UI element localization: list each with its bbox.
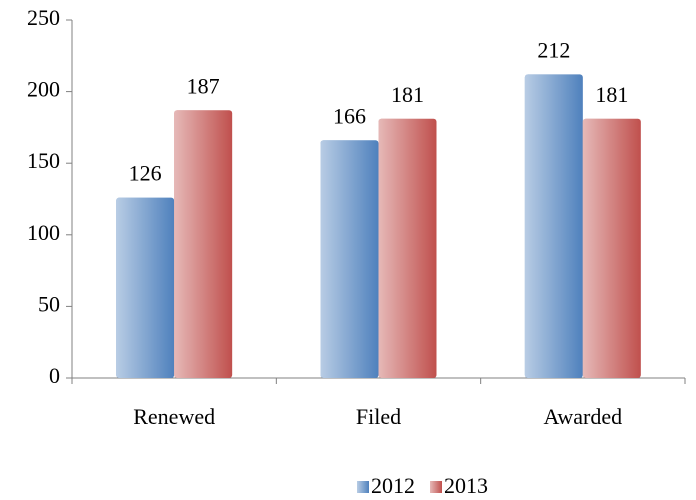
bar-shine — [116, 197, 175, 378]
value-label: 181 — [391, 82, 424, 107]
value-label: 166 — [333, 103, 366, 128]
bar-shine — [320, 140, 379, 378]
bar-shine — [524, 74, 583, 378]
value-label: 181 — [595, 82, 628, 107]
y-tick-label: 100 — [27, 220, 60, 245]
value-label: 187 — [187, 73, 220, 98]
bar-shine — [378, 118, 437, 379]
y-tick-label: 50 — [38, 291, 60, 316]
y-tick-label: 0 — [49, 363, 60, 388]
x-tick-label: Renewed — [133, 404, 215, 429]
x-tick-label: Filed — [356, 404, 401, 429]
legend-label: 2013 — [444, 473, 488, 498]
legend-swatch-shine — [357, 481, 369, 493]
bar-shine — [174, 110, 233, 378]
bar-shine — [582, 118, 641, 379]
legend-swatch-shine — [430, 481, 442, 493]
value-label: 126 — [129, 161, 162, 186]
legend-label: 2012 — [371, 473, 415, 498]
y-tick-label: 250 — [27, 5, 60, 30]
y-tick-label: 200 — [27, 77, 60, 102]
y-tick-label: 150 — [27, 148, 60, 173]
x-tick-label: Awarded — [544, 404, 623, 429]
value-label: 212 — [537, 37, 570, 62]
